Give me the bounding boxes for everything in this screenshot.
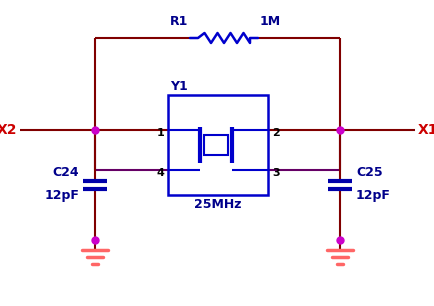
Text: 3: 3 bbox=[272, 168, 279, 178]
Text: 12pF: 12pF bbox=[44, 188, 79, 201]
Text: 1M: 1M bbox=[260, 15, 281, 28]
Text: 25MHz: 25MHz bbox=[194, 198, 242, 211]
Text: 4: 4 bbox=[156, 168, 164, 178]
Text: 1: 1 bbox=[156, 128, 164, 138]
Text: C25: C25 bbox=[356, 166, 383, 180]
Bar bbox=[168, 95, 268, 195]
Text: 12pF: 12pF bbox=[356, 188, 391, 201]
Text: X2: X2 bbox=[0, 123, 17, 137]
Text: 2: 2 bbox=[272, 128, 280, 138]
Text: R1: R1 bbox=[170, 15, 188, 28]
Text: C24: C24 bbox=[53, 166, 79, 180]
Text: X1: X1 bbox=[418, 123, 434, 137]
Bar bbox=[204, 135, 228, 155]
Text: Y1: Y1 bbox=[170, 80, 188, 93]
